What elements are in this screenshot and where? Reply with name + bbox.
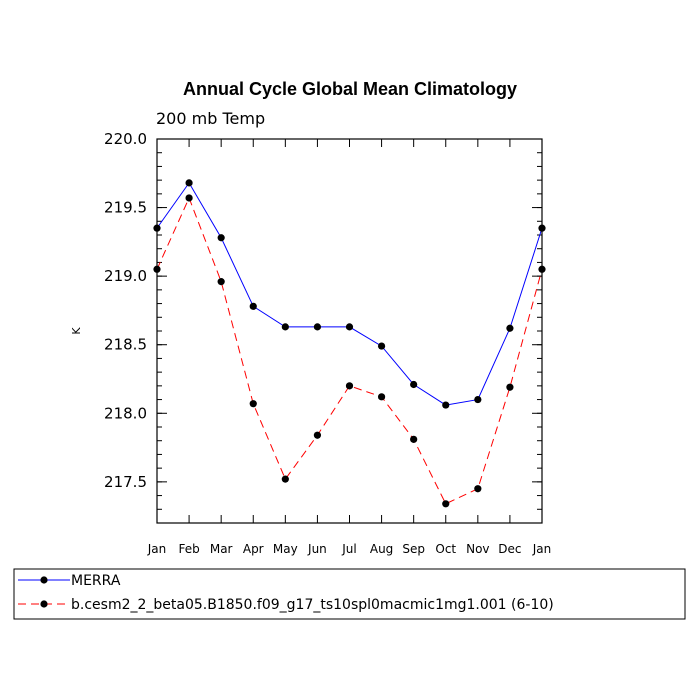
y-tick-label: 218.5 bbox=[104, 336, 147, 354]
x-tick-label: Aug bbox=[370, 542, 393, 556]
series-2-point bbox=[410, 435, 418, 443]
y-axis-label: K bbox=[70, 327, 83, 335]
series-1-point bbox=[442, 401, 450, 409]
legend-label-2: b.cesm2_2_beta05.B1850.f09_g17_ts10spl0m… bbox=[71, 597, 554, 613]
series-layer bbox=[153, 179, 546, 508]
series-1-point bbox=[410, 380, 418, 389]
x-tick-label: Jun bbox=[307, 542, 327, 556]
y-tick-label: 219.0 bbox=[104, 267, 147, 285]
chart-title: Annual Cycle Global Mean Climatology bbox=[183, 79, 517, 99]
series-2-point bbox=[377, 393, 386, 401]
series-1-point bbox=[345, 323, 354, 331]
x-tick-label: Jan bbox=[147, 542, 167, 556]
series-2-point bbox=[153, 265, 161, 273]
series-1-point bbox=[474, 395, 482, 404]
x-tick-label: Sep bbox=[402, 542, 425, 556]
series-2-point bbox=[474, 485, 482, 493]
series-1-point bbox=[153, 224, 161, 232]
x-tick-label: Nov bbox=[466, 542, 489, 556]
series-2-point bbox=[538, 265, 546, 273]
series-1-point bbox=[506, 324, 514, 332]
series-1-point bbox=[377, 342, 386, 350]
x-tick-label: Dec bbox=[498, 542, 521, 556]
x-tick-label: Oct bbox=[435, 542, 456, 556]
y-tick-label: 220.0 bbox=[104, 130, 147, 148]
y-tick-label: 217.5 bbox=[104, 473, 147, 491]
axis-ticks: Jan Feb Mar Apr May Jun Jul Aug Sep Oct Nov Dec Jan 2… bbox=[104, 130, 551, 556]
legend-marker-1 bbox=[40, 576, 48, 584]
series-2-point bbox=[185, 194, 193, 202]
series-1-point bbox=[313, 323, 322, 331]
series-1-point bbox=[185, 179, 193, 187]
y-tick-label: 219.5 bbox=[104, 199, 147, 217]
y-tick-label: 218.0 bbox=[104, 404, 147, 422]
x-tick-label: Mar bbox=[210, 542, 233, 556]
series-1-point bbox=[249, 302, 257, 310]
series-line-2 bbox=[156, 196, 543, 505]
series-2-point bbox=[217, 278, 225, 286]
series-1-point bbox=[217, 234, 225, 242]
plot-frame bbox=[156, 138, 543, 524]
series-2-point bbox=[281, 475, 289, 483]
legend: MERRA b.cesm2_2_beta05.B1850.f09_g17_ts10… bbox=[13, 568, 686, 620]
series-2-point bbox=[506, 383, 514, 391]
legend-label-1: MERRA bbox=[71, 573, 121, 589]
series-line-1 bbox=[156, 181, 543, 406]
x-tick-label: Apr bbox=[243, 542, 264, 556]
x-tick-label: Jan bbox=[532, 542, 552, 556]
series-2-point bbox=[313, 431, 322, 439]
series-2-point bbox=[249, 400, 257, 408]
legend-marker-2 bbox=[40, 600, 48, 608]
series-2-point bbox=[345, 382, 354, 390]
x-tick-label: May bbox=[273, 542, 298, 556]
legend-box bbox=[13, 568, 686, 620]
series-1-point bbox=[281, 323, 289, 331]
x-tick-label: Feb bbox=[178, 542, 199, 556]
chart-subtitle: 200 mb Temp bbox=[156, 109, 265, 128]
series-1-point bbox=[538, 224, 546, 232]
x-tick-label: Jul bbox=[341, 542, 356, 556]
series-2-point bbox=[442, 500, 450, 508]
